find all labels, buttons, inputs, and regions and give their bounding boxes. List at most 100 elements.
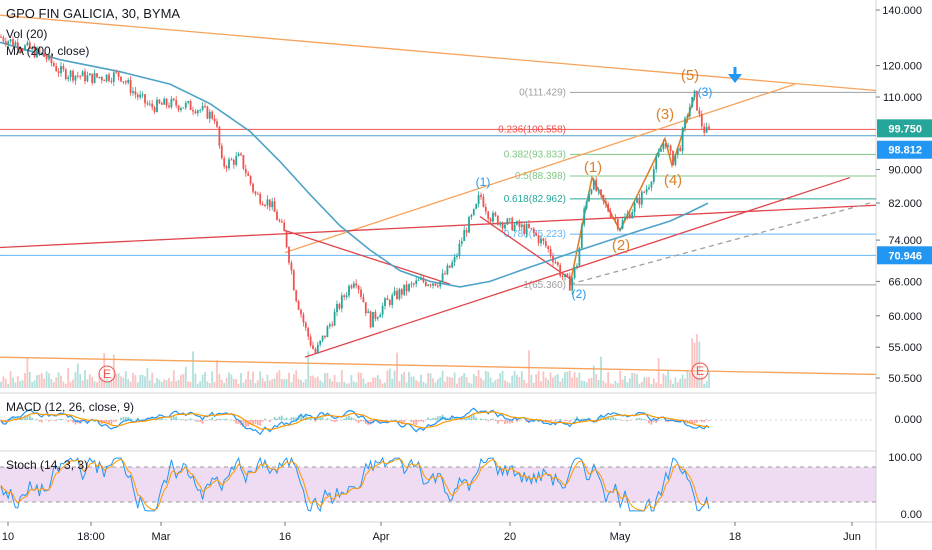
candle-body	[429, 284, 432, 286]
macd-histogram-bar	[696, 420, 698, 423]
macd-histogram-bar	[352, 418, 355, 420]
macd-histogram-bar	[638, 417, 641, 420]
macd-histogram-bar	[103, 420, 106, 423]
price-axis[interactable]: 140.000 120.000 110.000 90.000 82.000 74.000 6…	[876, 5, 922, 521]
macd-indicator-label[interactable]: MACD (12, 26, close, 9)	[6, 400, 135, 414]
candle-body	[321, 335, 324, 341]
volume-bar	[204, 372, 206, 388]
volume-bar	[151, 372, 154, 388]
volume-bar	[660, 383, 662, 388]
macd-histogram-bar	[626, 420, 629, 422]
volume-bar	[364, 383, 367, 388]
candle-body	[676, 147, 679, 155]
candle-body	[228, 159, 230, 169]
macd-histogram-bar	[242, 420, 245, 427]
macd-histogram-bar	[645, 420, 648, 421]
candle-body	[650, 181, 653, 188]
candle-body	[376, 317, 379, 319]
macd-histogram-bar	[420, 420, 422, 422]
candle-body	[681, 128, 684, 151]
stoch-indicator-label[interactable]: Stoch (14, 3, 3)	[6, 458, 89, 472]
volume-bar	[511, 375, 514, 388]
volume-bar	[340, 370, 343, 388]
macd-histogram-bar	[62, 419, 65, 420]
macd-histogram-bar	[458, 418, 461, 420]
candle-body	[240, 153, 242, 156]
volume-bar	[408, 371, 410, 388]
volume-bar	[559, 381, 562, 388]
volume-bar	[168, 377, 170, 388]
macd-histogram-bar	[556, 419, 559, 420]
price-tick-label: 66.000	[888, 276, 922, 288]
volume-bar	[235, 379, 238, 388]
volume-bar	[21, 380, 24, 388]
candle-body	[124, 81, 127, 83]
candle-body	[76, 75, 79, 77]
ma-indicator-label[interactable]: MA (200, close)	[6, 44, 90, 58]
volume-bar	[292, 374, 295, 388]
macd-histogram-bar	[698, 420, 701, 421]
macd-histogram-bar	[28, 415, 31, 420]
macd-histogram-bar	[24, 415, 26, 420]
volume-bar	[391, 378, 394, 388]
price-label-text: 99.750	[888, 123, 922, 135]
vol-indicator-label[interactable]: Vol (20)	[6, 27, 48, 41]
volume-bar	[261, 378, 264, 388]
volume-bar	[446, 376, 449, 388]
volume-bar	[184, 366, 187, 388]
macd-histogram-bar	[264, 418, 266, 420]
candle-body	[619, 228, 622, 230]
volume-bar	[328, 378, 331, 388]
trend-line	[284, 83, 796, 254]
volume-bar	[45, 371, 48, 388]
volume-bar	[487, 371, 490, 388]
macd-histogram-bar	[7, 418, 10, 420]
volume-bar	[182, 373, 185, 388]
volume-bar	[465, 377, 468, 388]
event-marker-icon[interactable]	[691, 362, 709, 380]
volume-bar	[24, 373, 26, 388]
candle-body	[566, 273, 569, 276]
macd-histogram-bar	[36, 419, 38, 420]
macd-histogram-bar	[415, 420, 418, 426]
candle-body	[151, 103, 154, 108]
volume-bar	[62, 381, 65, 388]
volume-bar	[696, 334, 698, 388]
volume-bar	[388, 368, 391, 388]
candle-body	[508, 218, 511, 220]
candle-body	[55, 66, 58, 72]
volume-bar	[496, 378, 499, 388]
macd-histogram-bar	[129, 417, 132, 420]
candle-body	[348, 285, 350, 296]
candle-body	[432, 283, 434, 286]
candle-body	[43, 53, 46, 57]
time-axis[interactable]: 10 18:00 Mar 16 Apr 20 May 18 Jun	[2, 522, 861, 543]
candle-body	[273, 201, 276, 212]
candle-body	[338, 303, 341, 309]
candle-body	[285, 231, 288, 248]
volume-bar	[484, 370, 487, 388]
chart-title: GPO FIN GALICIA, 30, BYMA	[6, 6, 181, 21]
candle-body	[206, 106, 209, 119]
fib-level-label: 0.5(88.398)	[515, 171, 566, 182]
volume-bar	[592, 365, 595, 388]
macd-histogram-bar	[252, 420, 254, 426]
candle-body	[129, 79, 132, 93]
macd-histogram-bar	[336, 420, 338, 422]
volume-bar	[669, 379, 672, 388]
volume-bar	[19, 381, 22, 388]
event-marker-icon[interactable]	[98, 365, 116, 383]
candle-body	[254, 191, 257, 194]
volume-bar	[112, 354, 115, 388]
candle-body	[657, 151, 660, 157]
arrow-down-icon	[728, 67, 742, 83]
candle-body	[542, 238, 545, 242]
volume-bar	[372, 377, 374, 388]
candle-body	[645, 189, 648, 193]
candle-body	[439, 280, 442, 287]
volume-bar	[4, 378, 7, 388]
volume-bar	[470, 383, 473, 388]
candle-body	[328, 324, 331, 327]
candle-body	[225, 166, 228, 169]
